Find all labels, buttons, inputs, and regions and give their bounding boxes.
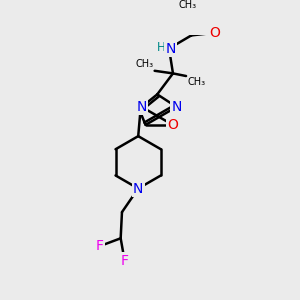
Text: F: F bbox=[121, 254, 129, 268]
Text: N: N bbox=[171, 100, 182, 114]
Text: O: O bbox=[167, 118, 178, 132]
Text: H: H bbox=[157, 41, 166, 54]
Text: CH₃: CH₃ bbox=[135, 59, 153, 70]
Text: N: N bbox=[133, 182, 143, 196]
Text: CH₃: CH₃ bbox=[188, 77, 206, 87]
Text: O: O bbox=[209, 26, 220, 40]
Text: CH₃: CH₃ bbox=[178, 0, 196, 10]
Text: N: N bbox=[136, 100, 147, 114]
Text: F: F bbox=[96, 239, 104, 253]
Text: N: N bbox=[165, 41, 176, 56]
